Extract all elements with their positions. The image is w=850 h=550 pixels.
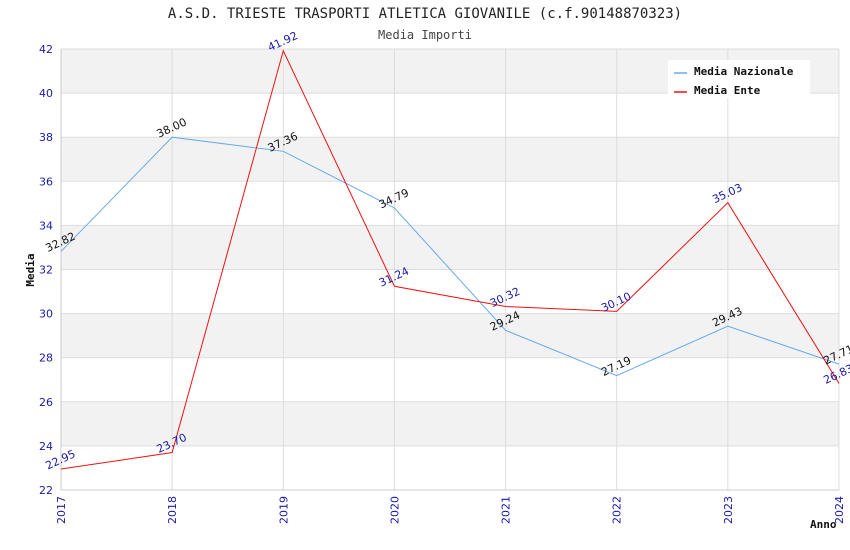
x-tick-label: 2019 xyxy=(277,496,290,524)
y-tick-label: 40 xyxy=(39,87,53,100)
y-tick-label: 24 xyxy=(39,440,53,453)
legend-box xyxy=(668,60,810,98)
y-tick-label: 26 xyxy=(39,396,53,409)
x-tick-label: 2022 xyxy=(611,496,624,524)
y-tick-label: 42 xyxy=(39,43,53,56)
plot-band xyxy=(61,401,839,446)
x-tick-label: 2017 xyxy=(55,496,68,524)
legend-label-media-nazionale: Media Nazionale xyxy=(694,65,794,78)
plot-band xyxy=(61,313,839,358)
series-line-media-ente xyxy=(60,49,840,470)
x-tick-label: 2021 xyxy=(500,496,513,524)
y-axis-label: Media xyxy=(24,253,37,286)
y-tick-label: 38 xyxy=(39,131,53,144)
y-axis-ticks: 22 24 26 28 30 32 34 36 38 40 42 xyxy=(39,43,53,497)
plot-background xyxy=(61,49,839,446)
plot-band xyxy=(61,137,839,182)
y-tick-label: 36 xyxy=(39,175,53,188)
legend: Media Nazionale Media Ente xyxy=(668,60,810,98)
x-tick-label: 2023 xyxy=(722,496,735,524)
y-tick-label: 30 xyxy=(39,308,53,321)
y-tick-label: 28 xyxy=(39,352,53,365)
x-tick-label: 2020 xyxy=(388,496,401,524)
x-tick-label: 2024 xyxy=(833,496,846,524)
x-axis-label: Anno xyxy=(810,518,837,531)
x-axis-ticks: 2017 2018 2019 2020 2021 2022 2023 2024 xyxy=(55,496,846,524)
chart-title: A.S.D. TRIESTE TRASPORTI ATLETICA GIOVAN… xyxy=(168,6,682,22)
gridlines xyxy=(60,48,840,491)
y-tick-label: 22 xyxy=(39,484,53,497)
y-tick-label: 32 xyxy=(39,264,53,277)
plot-band xyxy=(61,225,839,270)
x-tick-label: 2018 xyxy=(166,496,179,524)
chart-subtitle: Media Importi xyxy=(378,28,472,42)
series-lines xyxy=(60,49,840,470)
series-line-media-nazionale xyxy=(60,136,840,377)
y-tick-label: 34 xyxy=(39,219,53,232)
legend-label-media-ente: Media Ente xyxy=(694,84,761,97)
